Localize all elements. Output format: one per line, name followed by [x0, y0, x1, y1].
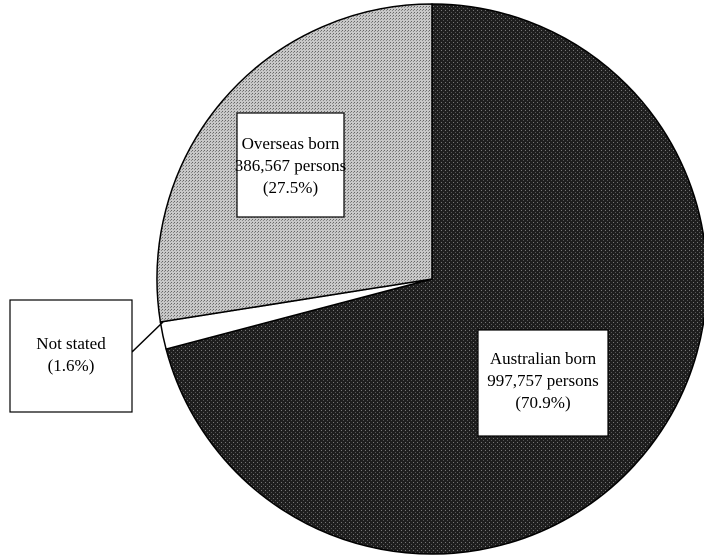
category-label: Overseas born: [242, 134, 340, 153]
category-label: Not stated: [36, 334, 106, 353]
persons-label: 386,567 persons: [235, 156, 346, 175]
persons-label: 997,757 persons: [487, 371, 598, 390]
label-box: [9, 299, 133, 413]
labels: Australian born 997,757 persons (70.9%) Not…: [9, 112, 609, 437]
leader-line: [131, 321, 164, 353]
value-label: (1.6%): [48, 356, 95, 375]
pie: [156, 3, 704, 555]
category-label: Australian born: [490, 349, 597, 368]
value-label: (27.5%): [263, 178, 318, 197]
value-label: (70.9%): [515, 393, 570, 412]
label-box: [236, 112, 345, 218]
label-box: [477, 329, 609, 437]
